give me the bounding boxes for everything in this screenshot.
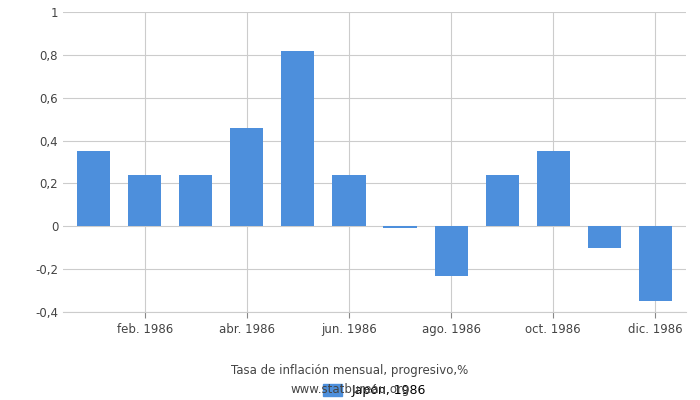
Bar xyxy=(179,175,212,226)
Bar xyxy=(486,175,519,226)
Bar xyxy=(384,226,416,228)
Bar xyxy=(77,151,110,226)
Bar xyxy=(128,175,161,226)
Bar xyxy=(332,175,365,226)
Legend: Japón, 1986: Japón, 1986 xyxy=(323,384,426,397)
Text: Tasa de inflación mensual, progresivo,%
www.statbureau.org: Tasa de inflación mensual, progresivo,% … xyxy=(232,364,468,396)
Bar xyxy=(537,151,570,226)
Bar xyxy=(281,50,314,226)
Bar xyxy=(588,226,621,248)
Bar xyxy=(230,128,263,226)
Bar xyxy=(639,226,672,301)
Bar xyxy=(435,226,468,276)
